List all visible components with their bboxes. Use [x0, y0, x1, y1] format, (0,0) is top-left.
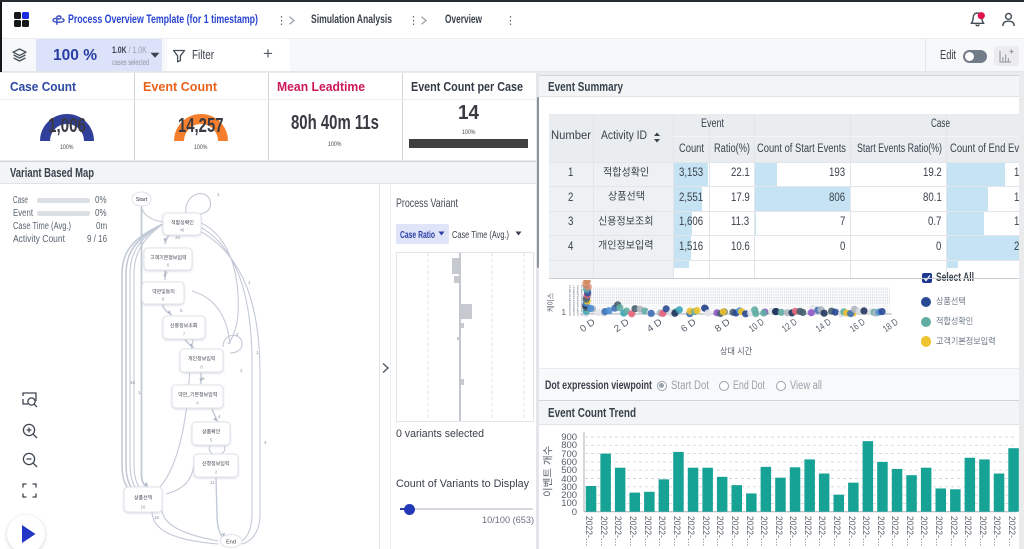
svg-text:8: 8 [577, 286, 579, 290]
svg-text:8: 8 [577, 304, 579, 308]
svg-text:1: 1 [577, 307, 579, 311]
svg-text:8: 8 [200, 365, 203, 370]
svg-text:16: 16 [154, 515, 160, 520]
svg-text:1: 1 [248, 280, 251, 285]
svg-text:2: 2 [236, 332, 239, 337]
svg-text:0: 0 [569, 290, 571, 294]
svg-text:6: 6 [167, 263, 170, 268]
svg-text:0: 0 [569, 307, 571, 311]
svg-text:9: 9 [581, 292, 583, 296]
svg-text:1: 1 [573, 298, 575, 302]
svg-text:1: 1 [569, 292, 571, 296]
svg-text:6: 6 [573, 292, 575, 296]
svg-text:9: 9 [569, 300, 571, 304]
svg-text:2: 2 [577, 288, 579, 292]
svg-text:6: 6 [569, 311, 571, 315]
svg-text:0: 0 [573, 294, 575, 298]
svg-text:Start: Start [136, 197, 148, 203]
svg-text:6: 6 [162, 297, 165, 302]
svg-text:2: 2 [215, 470, 218, 475]
svg-text:8: 8 [569, 304, 571, 308]
svg-text:46: 46 [180, 228, 185, 233]
svg-text:2: 2 [569, 286, 571, 290]
svg-text:4: 4 [577, 302, 579, 306]
svg-text:9: 9 [573, 302, 575, 306]
svg-text:9: 9 [577, 300, 579, 304]
svg-text:8: 8 [581, 288, 583, 292]
svg-text:1: 1 [256, 350, 259, 355]
svg-text:3: 3 [577, 313, 579, 316]
svg-text:9: 9 [577, 309, 579, 313]
svg-text:3: 3 [573, 300, 575, 304]
svg-text:3: 3 [573, 313, 575, 316]
svg-text:2: 2 [240, 368, 243, 373]
svg-text:1: 1 [573, 288, 575, 292]
svg-text:1: 1 [217, 192, 220, 197]
svg-text:3: 3 [569, 305, 571, 309]
svg-text:9: 9 [581, 296, 583, 300]
svg-text:2: 2 [577, 294, 579, 298]
svg-text:6: 6 [581, 304, 583, 308]
svg-text:3: 3 [581, 298, 583, 302]
svg-text:9: 9 [573, 307, 575, 311]
svg-text:5: 5 [581, 285, 583, 289]
svg-text:0: 0 [569, 302, 571, 306]
svg-text:8: 8 [577, 296, 579, 300]
svg-text:6: 6 [165, 270, 168, 275]
svg-text:7: 7 [581, 311, 583, 315]
svg-text:6: 6 [569, 313, 571, 316]
svg-text:4: 4 [264, 440, 267, 445]
svg-text:8: 8 [569, 294, 571, 298]
svg-text:46: 46 [130, 380, 136, 385]
svg-text:5: 5 [180, 308, 183, 313]
svg-text:5: 5 [569, 285, 571, 289]
svg-text:46: 46 [175, 235, 181, 240]
svg-text:6: 6 [569, 288, 571, 292]
svg-text:1: 1 [577, 298, 579, 302]
svg-text:6: 6 [573, 309, 575, 313]
svg-text:2: 2 [577, 305, 579, 309]
svg-text:1: 1 [138, 390, 141, 395]
svg-text:7: 7 [581, 300, 583, 304]
svg-text:11: 11 [210, 480, 215, 485]
svg-text:4: 4 [218, 414, 221, 419]
svg-text:0: 0 [573, 311, 575, 315]
svg-text:6: 6 [202, 376, 205, 381]
svg-text:7: 7 [581, 307, 583, 311]
svg-text:9: 9 [581, 309, 583, 313]
svg-text:1: 1 [569, 296, 571, 300]
svg-text:End: End [226, 540, 236, 546]
svg-text:8: 8 [573, 290, 575, 294]
svg-text:6: 6 [577, 292, 579, 296]
svg-text:5: 5 [569, 298, 571, 302]
svg-text:5: 5 [581, 305, 583, 309]
svg-text:4: 4 [577, 290, 579, 294]
svg-text:1: 1 [569, 309, 571, 313]
svg-text:9: 9 [573, 305, 575, 309]
svg-text:4: 4 [196, 401, 199, 406]
svg-text:8: 8 [581, 302, 583, 306]
svg-text:7: 7 [183, 332, 186, 337]
svg-text:1: 1 [581, 290, 583, 294]
svg-text:1: 1 [573, 285, 575, 289]
svg-text:0: 0 [577, 285, 579, 289]
svg-text:5: 5 [210, 438, 213, 443]
svg-text:16: 16 [141, 505, 146, 510]
svg-text:1: 1 [581, 286, 583, 290]
svg-text:3: 3 [573, 286, 575, 290]
svg-text:0: 0 [581, 294, 583, 298]
svg-text:0: 0 [573, 304, 575, 308]
svg-text:9: 9 [577, 311, 579, 315]
svg-text:9: 9 [573, 296, 575, 300]
